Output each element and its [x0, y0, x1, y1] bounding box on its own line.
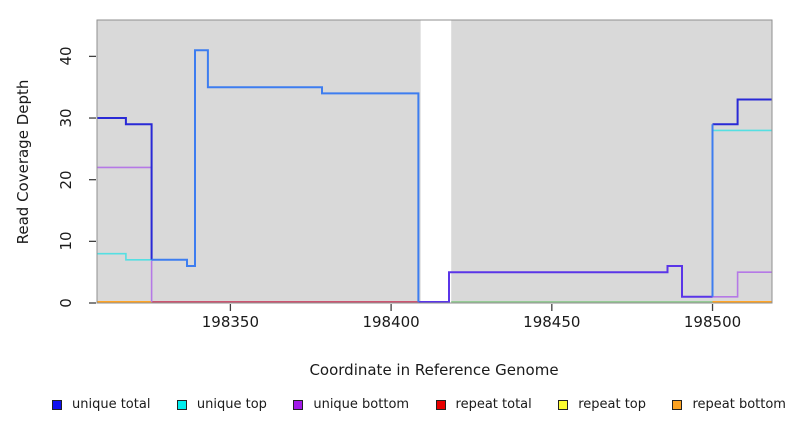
- coverage-line-unique-bottom-right: [712, 271, 772, 298]
- legend-swatch-icon: [52, 400, 62, 410]
- legend-item-unique-bottom: unique bottom: [293, 398, 409, 412]
- coverage-line-unique-total-right: [712, 98, 772, 126]
- y-tick-label: 40: [57, 46, 75, 66]
- coverage-line-unique-total-left: [97, 117, 153, 260]
- legend-swatch-icon: [293, 400, 304, 410]
- legend-item-unique-top: unique top: [176, 397, 267, 412]
- legend-item-unique-total: unique total: [52, 398, 150, 412]
- legend-item-repeat-total: repeat total: [435, 397, 532, 412]
- y-tick-label: 30: [57, 108, 75, 128]
- x-tick-label: 198500: [683, 313, 742, 331]
- legend-label: repeat bottom: [692, 397, 786, 412]
- coverage-line-total-top-blend-mid: [151, 49, 420, 302]
- legend-swatch-icon: [558, 400, 569, 410]
- legend-label: repeat top: [578, 397, 646, 412]
- plot-border: [96, 19, 773, 304]
- x-tick-label: 198350: [201, 313, 260, 331]
- y-tick-label: 0: [57, 298, 75, 308]
- legend: unique total unique top unique bottom repea…: [52, 397, 786, 413]
- legend-item-repeat-bottom: repeat bottom: [672, 398, 786, 412]
- y-axis-title: Read Coverage Depth: [14, 79, 32, 245]
- coverage-plot: [89, 19, 773, 311]
- legend-label: repeat total: [455, 397, 532, 412]
- legend-label: unique top: [196, 397, 267, 412]
- coverage-line-total-bottom-blend-mid: [418, 265, 713, 303]
- y-tick-label: 20: [57, 170, 75, 190]
- y-tick-label: 10: [57, 231, 75, 251]
- x-axis-title: Coordinate in Reference Genome: [309, 361, 559, 379]
- x-tick-label: 198400: [362, 313, 420, 331]
- legend-swatch-icon: [435, 400, 446, 410]
- legend-label: unique bottom: [313, 397, 410, 412]
- x-tick-label: 198450: [523, 313, 581, 331]
- coverage-line-unique-top-left: [97, 252, 152, 261]
- legend-swatch-icon: [176, 400, 187, 410]
- legend-swatch-icon: [672, 400, 683, 410]
- masked-region: [420, 20, 452, 303]
- legend-item-repeat-top: repeat top: [558, 398, 646, 412]
- legend-label: unique total: [72, 397, 151, 412]
